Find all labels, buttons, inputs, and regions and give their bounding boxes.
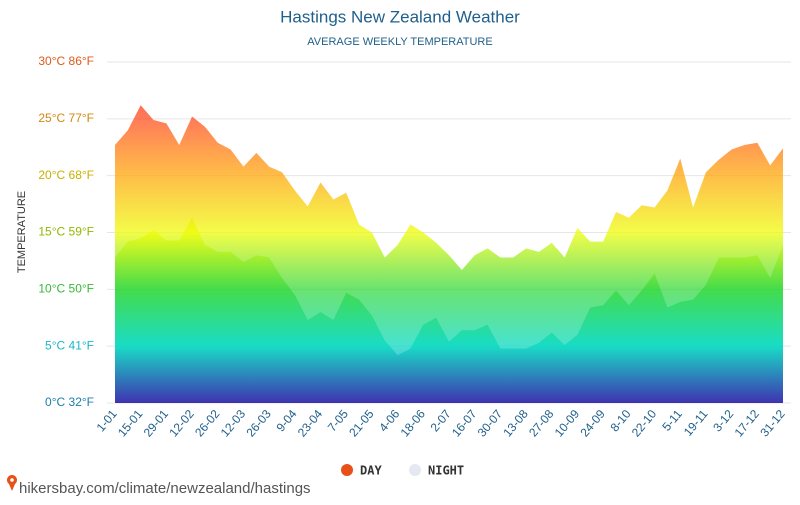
y-tick-label: 0°C 32°F <box>45 395 94 409</box>
y-tick-label: 30°C 86°F <box>38 54 94 68</box>
x-tick-label: 19-11 <box>681 407 711 439</box>
x-tick-label: 31-12 <box>757 407 788 440</box>
x-tick-label: 26-02 <box>192 407 223 440</box>
y-tick-label: 15°C 59°F <box>38 225 94 239</box>
x-tick-label: 15-01 <box>115 407 146 440</box>
x-tick-label: 21-05 <box>346 407 377 440</box>
legend-label: NIGHT <box>428 464 464 478</box>
chart-title: Hastings New Zealand Weather <box>280 7 520 26</box>
x-tick-label: 26-03 <box>243 407 274 440</box>
x-tick-label: 24-09 <box>577 407 608 440</box>
x-tick-label: 23-04 <box>295 407 326 440</box>
area-1 <box>115 217 783 403</box>
x-tick-label: 22-10 <box>629 407 660 440</box>
legend-dot <box>409 464 421 476</box>
x-tick-label: 17-12 <box>732 407 763 440</box>
source-link: hikersbay.com/climate/newzealand/hasting… <box>19 480 311 497</box>
x-tick-label: 13-08 <box>500 407 531 440</box>
legend-label: DAY <box>360 464 382 478</box>
legend-dot <box>341 464 353 476</box>
x-tick-label: 16-07 <box>449 407 480 440</box>
x-tick-label: 12-02 <box>166 407 197 440</box>
y-axis-label: TEMPERATURE <box>16 191 28 273</box>
chart-subtitle: AVERAGE WEEKLY TEMPERATURE <box>307 36 492 48</box>
x-tick-label: 10-09 <box>552 407 583 440</box>
y-tick-label: 20°C 68°F <box>38 168 94 182</box>
x-tick-label: 30-07 <box>475 407 506 440</box>
y-tick-label: 5°C 41°F <box>45 338 94 352</box>
x-tick-label: 29-01 <box>141 407 172 440</box>
x-tick-label: 12-03 <box>218 407 249 440</box>
pin-icon <box>6 475 18 491</box>
pin-dot <box>10 478 14 482</box>
y-tick-label: 25°C 77°F <box>38 111 94 125</box>
x-tick-label: 27-08 <box>526 407 557 440</box>
y-tick-label: 10°C 50°F <box>38 282 94 296</box>
x-tick-label: 18-06 <box>398 407 429 440</box>
